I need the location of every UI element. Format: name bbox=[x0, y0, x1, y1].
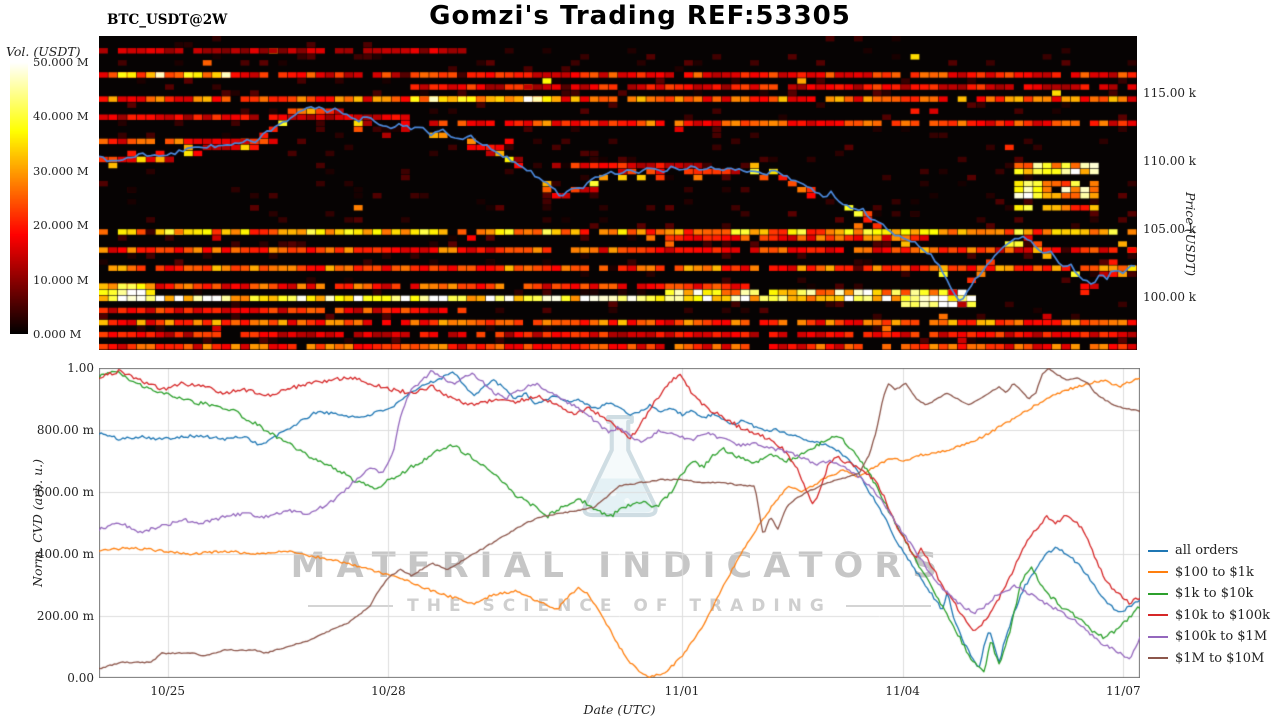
cvd-y-tick: 200.00 m bbox=[36, 609, 94, 623]
cvd-x-axis-label: Date (UTC) bbox=[583, 702, 656, 717]
legend-item: all orders bbox=[1148, 540, 1270, 562]
legend-swatch bbox=[1148, 592, 1168, 595]
chart-legend: all orders $100 to $1k $1k to $10k $10k to … bbox=[1148, 540, 1270, 669]
legend-swatch bbox=[1148, 571, 1168, 574]
colorbar-tick-labels: 50.000 M 40.000 M 30.000 M 20.000 M 10.000 M… bbox=[33, 55, 103, 341]
price-tick: 110.00 k bbox=[1143, 154, 1197, 169]
cvd-y-ticks: 1.00 800.00 m 600.00 m 400.00 m 200.00 m 0.00 bbox=[0, 361, 94, 685]
cvd-x-ticks: 10/25 10/28 11/01 11/04 11/07 bbox=[99, 684, 1140, 700]
colorbar-label: Vol. (USDT) bbox=[6, 44, 81, 59]
colorbar-tick: 0.000 M bbox=[33, 327, 82, 341]
cvd-chart-canvas bbox=[99, 368, 1140, 678]
cvd-y-tick: 400.00 m bbox=[36, 547, 94, 561]
cvd-y-tick: 600.00 m bbox=[36, 485, 94, 499]
cvd-x-tick: 11/04 bbox=[885, 684, 920, 698]
legend-item: $1k to $10k bbox=[1148, 583, 1270, 605]
price-tick: 115.00 k bbox=[1143, 86, 1197, 101]
cvd-y-tick: 1.00 bbox=[67, 361, 94, 375]
legend-label: $100k to $1M bbox=[1175, 629, 1268, 645]
legend-label: $1M to $10M bbox=[1175, 650, 1265, 666]
colorbar-tick: 10.000 M bbox=[33, 272, 89, 287]
legend-label: $100 to $1k bbox=[1175, 564, 1254, 580]
legend-label: $10k to $100k bbox=[1175, 607, 1270, 623]
price-axis-ticks: 115.00 k 110.00 k 105.00 k 100.00 k bbox=[1143, 36, 1213, 350]
symbol-label: BTC_USDT@2W bbox=[107, 12, 228, 28]
price-tick: 100.00 k bbox=[1143, 289, 1197, 304]
colorbar-tick: 20.000 M bbox=[33, 218, 89, 233]
liquidity-heatmap-canvas bbox=[99, 36, 1137, 350]
legend-swatch bbox=[1148, 549, 1168, 552]
price-axis-label: Price (USDT) bbox=[1183, 192, 1198, 276]
cvd-x-tick: 11/01 bbox=[664, 684, 700, 698]
cvd-x-tick: 11/07 bbox=[1106, 684, 1141, 698]
legend-label: $1k to $10k bbox=[1175, 586, 1254, 602]
page-title: Gomzi's Trading REF:53305 bbox=[429, 1, 851, 31]
legend-swatch bbox=[1148, 657, 1168, 660]
colorbar-tick: 50.000 M bbox=[33, 55, 89, 69]
legend-label: all orders bbox=[1175, 543, 1239, 559]
cvd-x-tick: 10/25 bbox=[150, 684, 185, 698]
legend-item: $100k to $1M bbox=[1148, 626, 1270, 648]
cvd-x-tick: 10/28 bbox=[371, 684, 406, 698]
volume-colorbar bbox=[10, 62, 28, 334]
price-tick: 105.00 k bbox=[1143, 222, 1197, 237]
cvd-y-tick: 0.00 bbox=[67, 671, 94, 685]
legend-item: $1M to $10M bbox=[1148, 648, 1270, 670]
legend-swatch bbox=[1148, 635, 1168, 638]
cvd-y-tick: 800.00 m bbox=[36, 423, 94, 437]
legend-item: $10k to $100k bbox=[1148, 605, 1270, 627]
colorbar-tick: 30.000 M bbox=[33, 163, 89, 178]
legend-swatch bbox=[1148, 614, 1168, 617]
legend-item: $100 to $1k bbox=[1148, 562, 1270, 584]
colorbar-tick: 40.000 M bbox=[33, 109, 89, 124]
